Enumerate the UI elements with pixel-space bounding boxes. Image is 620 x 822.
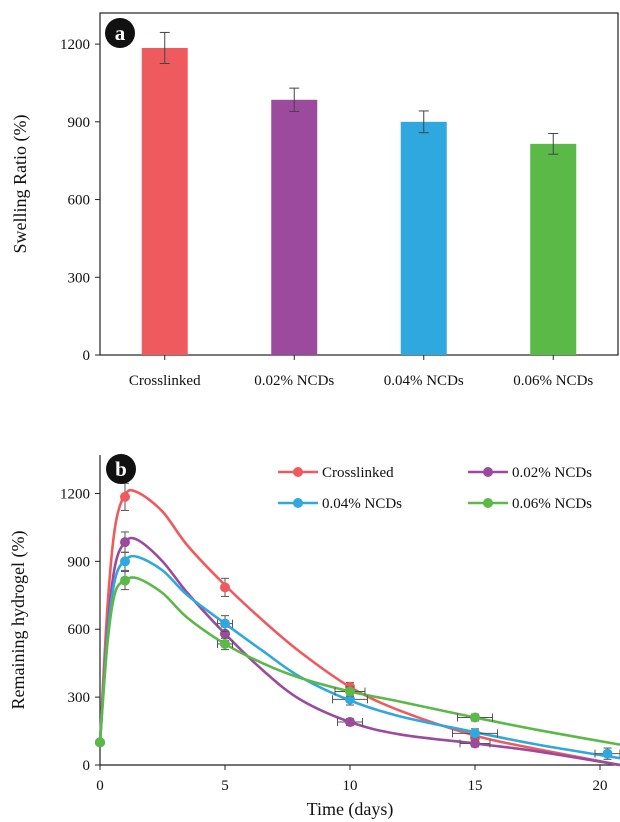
panel-b-x-axis-label: Time (days)	[307, 799, 394, 820]
data-point-0-04pct-ncds	[345, 694, 355, 705]
panel-b-badge-label: b	[115, 457, 127, 481]
y-tick-label: 900	[68, 115, 91, 131]
data-point-0-06pct-ncds	[345, 686, 355, 697]
legend-marker-0-04pct-ncds	[293, 498, 303, 508]
data-point-0-06pct-ncds	[470, 712, 480, 723]
series-line-crosslinked	[98, 488, 620, 767]
x-tick-label: 20	[593, 778, 608, 794]
data-point-0-04pct-ncds	[470, 728, 480, 739]
y-tick-label: 300	[68, 690, 91, 706]
data-point-0-06pct-ncds	[120, 575, 130, 586]
data-point-0-06pct-ncds	[95, 737, 105, 748]
bar-0-04pct-ncds	[400, 121, 447, 356]
y-tick-label: 0	[83, 348, 91, 364]
panel-a: 0 300 600 900 1200 Crosslinked 0.02% NCDs 0.04…	[10, 12, 619, 389]
panel-a-frame	[99, 12, 619, 356]
data-point-0-02pct-ncds	[470, 738, 480, 749]
category-label-0-04pct-ncds: 0.04% NCDs	[384, 373, 464, 389]
y-tick-label: 600	[68, 622, 91, 638]
x-tick-label: 15	[468, 778, 483, 794]
data-point-0-02pct-ncds	[345, 717, 355, 728]
legend-marker-0-02pct-ncds	[483, 467, 493, 477]
data-point-0-04pct-ncds	[220, 618, 230, 629]
panel-b-badge: b	[106, 454, 136, 484]
data-point-crosslinked	[220, 582, 230, 593]
data-point-0-04pct-ncds	[120, 556, 130, 567]
legend-label-crosslinked: Crosslinked	[322, 465, 394, 481]
x-tick-label: 10	[343, 778, 358, 794]
legend-label-0-06pct-ncds: 0.06% NCDs	[512, 496, 592, 512]
y-tick-label: 0	[83, 758, 91, 774]
bar-crosslinked	[141, 47, 188, 356]
category-label-0-02pct-ncds: 0.02% NCDs	[254, 373, 334, 389]
bar-0-02pct-ncds	[271, 99, 318, 355]
y-tick-label: 900	[68, 554, 91, 570]
category-label-0-06pct-ncds: 0.06% NCDs	[513, 373, 593, 389]
legend-marker-0-06pct-ncds	[483, 498, 493, 508]
x-tick-label: 0	[96, 778, 104, 794]
y-tick-label: 1200	[60, 486, 90, 502]
panel-a-badge: a	[105, 18, 135, 48]
legend-label-0-02pct-ncds: 0.02% NCDs	[512, 465, 592, 481]
panel-b-y-axis-label: Remaining hydrogel (%)	[8, 531, 29, 710]
y-tick-label: 1200	[60, 37, 90, 53]
category-label-crosslinked: Crosslinked	[129, 373, 201, 389]
panel-b: 0 300 600 900 1200 0 5 10 15 20 Crosslinked 0.02%…	[8, 454, 620, 820]
panel-a-y-axis-label: Swelling Ratio (%)	[10, 115, 31, 254]
legend-label-0-04pct-ncds: 0.04% NCDs	[322, 496, 402, 512]
bar-0-06pct-ncds	[530, 143, 577, 355]
data-point-0-04pct-ncds	[602, 748, 613, 759]
y-tick-label: 300	[68, 270, 91, 286]
y-tick-label: 600	[68, 193, 91, 209]
x-tick-label: 5	[221, 778, 229, 794]
series-line-0-06pct-ncds	[98, 576, 620, 746]
series-line-0-04pct-ncds	[98, 554, 620, 760]
data-point-crosslinked	[120, 491, 130, 502]
legend-marker-crosslinked	[293, 467, 303, 477]
panel-a-badge-label: a	[115, 21, 126, 45]
data-point-0-06pct-ncds	[220, 638, 230, 649]
data-point-0-02pct-ncds	[120, 537, 130, 548]
